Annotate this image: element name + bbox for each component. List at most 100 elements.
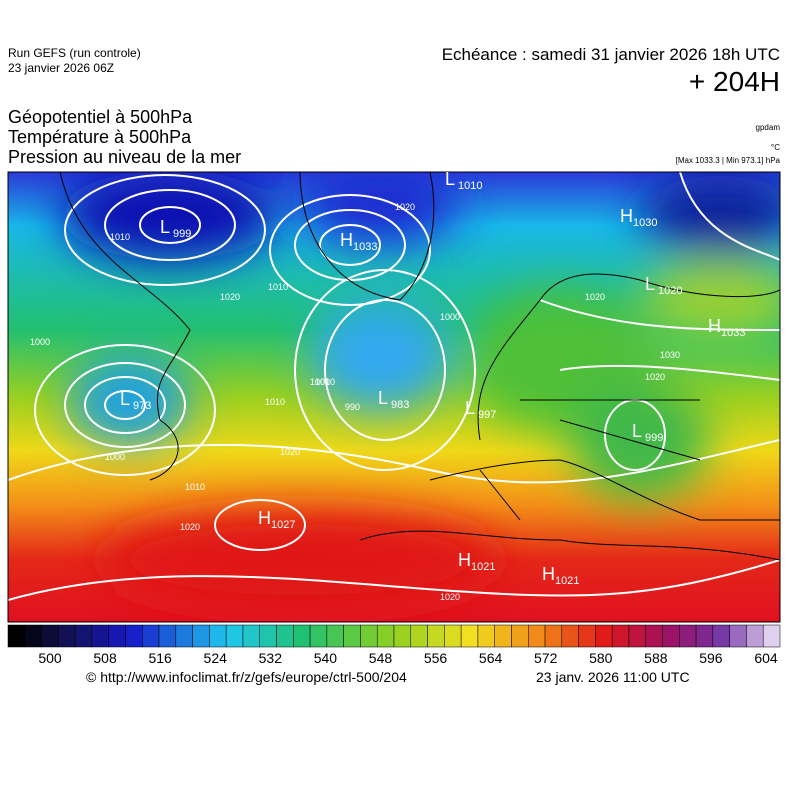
colorbar-cell (444, 624, 462, 648)
colorbar-cell (628, 624, 646, 648)
colorbar-tick-label: 564 (479, 650, 503, 666)
pressure-range: [Max 1033.3 | Min 973.1] hPa (675, 156, 780, 165)
warm-pool (100, 510, 500, 610)
colorbar-tick-label: 588 (644, 650, 668, 666)
colorbar-cell (712, 624, 730, 648)
colorbar-cell (578, 624, 596, 648)
center-letter: H (542, 564, 555, 584)
isobar-label: 1020 (440, 592, 460, 602)
colorbar-tick-label: 540 (314, 650, 338, 666)
colorbar-cell (108, 624, 126, 648)
valid-time: Echéance : samedi 31 janvier 2026 18h UT… (441, 45, 780, 64)
colorbar-cell (7, 624, 26, 648)
colorbar-cell (309, 624, 328, 648)
center-value: 1021 (471, 561, 495, 573)
colorbar-tick-label: 508 (93, 650, 117, 666)
colorbar-cell (343, 624, 361, 648)
center-letter: L (378, 388, 388, 408)
isobar-label: 1010 (315, 377, 335, 387)
colorbar-cell (41, 624, 59, 648)
colorbar-cell (511, 624, 529, 648)
colorbar-tick-label: 548 (369, 650, 393, 666)
center-value: 1033 (353, 241, 377, 253)
cold-pool (640, 175, 780, 255)
isobar-label: 1020 (585, 292, 605, 302)
cold-pool (300, 172, 460, 245)
isobars (8, 172, 780, 601)
isobar-label: 1000 (30, 337, 50, 347)
center-value: 1020 (658, 285, 682, 297)
colorbar-cell (762, 624, 781, 648)
center-letter: L (632, 421, 642, 441)
center-value: 1010 (458, 180, 482, 192)
run-name: Run GEFS (run controle) (8, 46, 141, 60)
isobar-label: 1020 (395, 202, 415, 212)
colorbar-cell (142, 624, 160, 648)
colorbar-cell (259, 624, 277, 648)
colorbar-tick-label: 572 (534, 650, 558, 666)
colorbar-cell (494, 624, 512, 648)
colorbar-cell (175, 624, 193, 648)
isobar-label: 1010 (265, 397, 285, 407)
colorbar-cell (427, 624, 445, 648)
trough (570, 380, 710, 500)
isobar-label: 1010 (268, 282, 288, 292)
colorbar-cell (679, 624, 697, 648)
center-letter: L (120, 389, 130, 409)
colorbar-cell (729, 624, 747, 648)
isobar-label: 1020 (645, 372, 665, 382)
isobar-label: 1020 (280, 447, 300, 457)
center-letter: L (445, 169, 455, 189)
center-value: 999 (645, 432, 663, 444)
colorbar-cell (662, 624, 680, 648)
colorbar-tick-label: 524 (204, 650, 228, 666)
field-2: Température à 500hPa (8, 127, 192, 147)
ridge (640, 260, 780, 340)
isobar-label: 1000 (310, 377, 330, 387)
colorbar-tick-label: 532 (259, 650, 283, 666)
center-value: 997 (478, 409, 496, 421)
colorbar-cell (192, 624, 210, 648)
colorbar-cell (410, 624, 428, 648)
coastlines (59, 172, 780, 561)
colorbar-cell (74, 624, 93, 648)
colorbar-cell (125, 624, 143, 648)
unit-geo: gpdam (755, 123, 780, 132)
isobar-label: 1020 (220, 292, 240, 302)
colorbar-cell (544, 624, 563, 648)
center-letter: L (645, 274, 655, 294)
cold-pool (60, 172, 280, 260)
isobar-label: 990 (345, 402, 360, 412)
colorbar-cell (225, 624, 244, 648)
cold-pool (70, 355, 190, 445)
colorbar-cell (293, 624, 311, 648)
issued-time: 23 janv. 2026 11:00 UTC (536, 669, 690, 685)
colorbar-tick-label: 604 (754, 650, 778, 666)
center-letter: H (340, 230, 353, 250)
center-value: 1027 (271, 519, 295, 531)
center-letter: H (258, 508, 271, 528)
colorbar-tick-label: 500 (38, 650, 62, 666)
colorbar-tick-label: 596 (699, 650, 723, 666)
colorbar-cell (611, 624, 630, 648)
colorbar-tick-label: 516 (148, 650, 172, 666)
center-letter: H (620, 206, 633, 226)
field-shading (8, 172, 780, 622)
field-3: Pression au niveau de la mer (8, 147, 242, 167)
isobar-label: 1000 (440, 312, 460, 322)
center-value: 1033 (721, 327, 745, 339)
colorbar-cell (242, 624, 260, 648)
center-letter: H (458, 550, 471, 570)
colorbar: 500 508 516 524 532 540 548 556 564 572 580 588 596 6… (7, 624, 781, 666)
lead-time: + 204H (688, 66, 780, 97)
isobar-label: 1000 (105, 452, 125, 462)
field-1: Géopotentiel à 500hPa (8, 107, 193, 127)
colorbar-cell (645, 624, 663, 648)
source-url: © http://www.infoclimat.fr/z/gefs/europe… (86, 669, 407, 685)
isobar-label: 1010 (110, 232, 130, 242)
colorbar-cell (477, 624, 495, 648)
isobar-label: 1030 (660, 350, 680, 360)
colorbar-cell (58, 624, 76, 648)
